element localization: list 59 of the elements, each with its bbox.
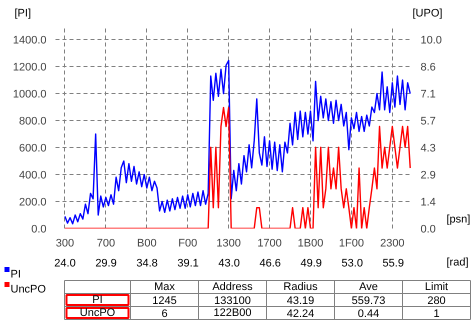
legend-label: PI [10, 268, 21, 280]
x-tick-label: 1B00 [298, 238, 324, 250]
text: UncPO [80, 307, 116, 319]
y-axis-title: [PI] [14, 8, 32, 20]
text: 53.0 [342, 258, 363, 270]
y2-tick-label: 10.0 [420, 34, 442, 47]
text: Ave [359, 281, 378, 293]
y2-tick-label: 7.1 [420, 88, 436, 101]
text: 24.0 [54, 258, 76, 270]
text: 122B00 [214, 307, 252, 319]
x-tick-label: B00 [137, 238, 157, 250]
x-axis-title: [psn] [446, 214, 470, 226]
y2-tick-label: 4.3 [420, 142, 436, 154]
x-tick-label: 300 [56, 238, 74, 250]
text: 280 [427, 295, 446, 307]
text: 46.6 [259, 258, 281, 270]
line-series [64, 60, 411, 224]
x-tick-label: 1700 [257, 238, 282, 250]
text: 0.44 [358, 308, 380, 320]
y-tick-label: 600.0 [18, 142, 47, 155]
y-tick-label: 800.0 [18, 116, 47, 128]
text: Address [212, 281, 254, 293]
x-tick-label: 700 [96, 238, 116, 250]
y2-tick-label: 0.0 [420, 224, 436, 236]
text: 1 [433, 308, 440, 320]
text: 43.19 [286, 295, 314, 307]
y-tick-label: 200.0 [18, 196, 47, 209]
y2-tick-label: 2.9 [420, 169, 436, 182]
text: 133100 [214, 295, 251, 307]
x2-axis-title: [rad] [446, 256, 469, 268]
text: 42.24 [286, 308, 314, 320]
y-tick-label: 0.0 [31, 224, 47, 236]
y-tick-label: 1000.0 [12, 88, 47, 101]
text: 43.0 [218, 258, 240, 270]
y2-tick-label: 1.4 [420, 196, 436, 208]
line-series [64, 106, 411, 228]
x-tick-label: F00 [178, 238, 198, 250]
x-tick-label: 1F00 [338, 238, 364, 250]
text: 55.9 [382, 258, 404, 270]
text: PI [92, 294, 103, 306]
text: 559.73 [352, 295, 386, 307]
text: 39.1 [177, 258, 199, 270]
text: 6 [161, 308, 168, 320]
text: Max [154, 281, 176, 293]
text: 49.9 [300, 258, 322, 270]
y-tick-label: 1200.0 [12, 62, 47, 74]
x-tick-label: 2300 [380, 238, 405, 250]
x-tick-label: 1300 [216, 238, 241, 250]
text: 34.8 [136, 258, 158, 270]
y2-tick-label: 8.6 [420, 62, 436, 74]
y2-axis-title: [UPO] [412, 8, 442, 20]
y-tick-label: 1400.0 [12, 34, 47, 47]
text: Limit [424, 281, 448, 293]
y-tick-label: 400.0 [18, 170, 47, 182]
legend-label: UncPO [10, 284, 46, 296]
text: 1245 [152, 295, 177, 307]
y2-tick-label: 5.7 [420, 116, 436, 128]
text: Radius [283, 281, 318, 293]
text: 29.9 [95, 258, 117, 270]
